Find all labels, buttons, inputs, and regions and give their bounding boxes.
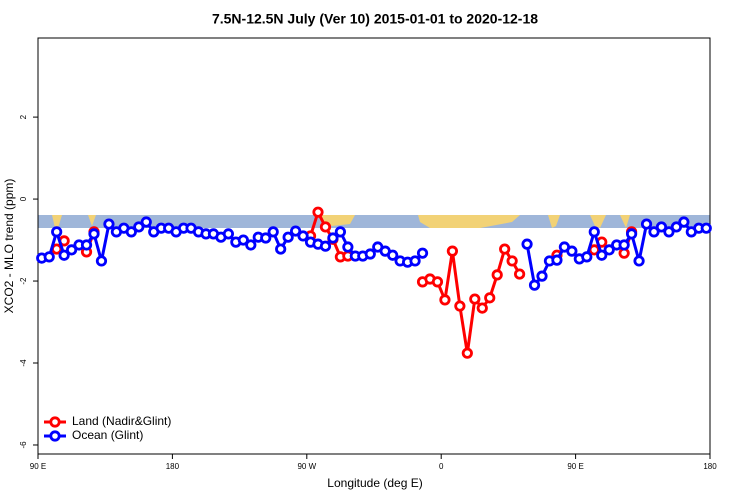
point — [364, 248, 376, 260]
x-tick-label: 0 — [439, 462, 444, 471]
point — [454, 300, 466, 312]
point — [625, 228, 638, 240]
point — [387, 249, 399, 261]
point — [663, 226, 675, 238]
x-tick-label: 180 — [166, 462, 180, 471]
point — [125, 226, 137, 238]
point — [618, 239, 630, 251]
plot-frame — [37, 37, 711, 455]
point — [80, 239, 93, 251]
point — [640, 218, 653, 230]
point — [431, 276, 444, 288]
point — [491, 269, 503, 281]
point — [506, 255, 518, 267]
point — [260, 232, 272, 244]
legend-marker — [49, 416, 61, 428]
point — [66, 244, 78, 256]
point — [678, 216, 690, 228]
point — [103, 218, 115, 230]
y-tick-label: 0 — [19, 196, 28, 201]
point — [312, 206, 324, 218]
x-axis-label: Longitude (deg E) — [327, 476, 422, 490]
y-tick-label: -4 — [19, 359, 28, 367]
ocean-strip — [38, 215, 710, 228]
point — [222, 228, 234, 240]
point — [521, 238, 533, 250]
point — [461, 347, 473, 359]
point — [528, 279, 541, 291]
point — [245, 239, 257, 251]
point — [416, 247, 429, 259]
point — [551, 254, 563, 266]
point — [633, 255, 645, 267]
point — [58, 249, 70, 261]
point — [603, 244, 615, 256]
point — [476, 302, 488, 314]
point — [297, 230, 309, 242]
point — [43, 251, 55, 263]
chart-title: 7.5N-12.5N July (Ver 10) 2015-01-01 to 2… — [212, 11, 538, 27]
point — [133, 221, 145, 233]
point — [51, 226, 63, 238]
y-tick-label: -2 — [19, 277, 28, 285]
map-strip — [38, 215, 710, 228]
y-tick-label: 2 — [19, 114, 28, 119]
point — [439, 294, 451, 306]
point — [334, 226, 346, 238]
point — [536, 270, 548, 282]
point — [275, 243, 287, 255]
point — [596, 249, 608, 261]
point — [700, 222, 712, 234]
point — [237, 234, 249, 246]
point — [327, 232, 339, 244]
point — [409, 255, 421, 267]
x-tick-label: 90 E — [567, 462, 583, 471]
point — [581, 251, 593, 263]
point — [267, 226, 279, 238]
point — [342, 241, 354, 253]
point — [655, 221, 668, 233]
point — [588, 226, 600, 238]
point — [319, 240, 332, 252]
point — [513, 268, 526, 280]
point — [469, 293, 481, 305]
x-tick-label: 180 — [703, 462, 717, 471]
legend-marker — [49, 430, 61, 442]
point — [319, 221, 332, 233]
point — [499, 243, 511, 255]
y-axis-label: XCO2 - MLO trend (ppm) — [2, 179, 16, 314]
legend-label: Land (Nadir&Glint) — [72, 414, 171, 428]
point — [140, 216, 152, 228]
point — [446, 245, 458, 257]
x-tick-label: 90 E — [30, 462, 46, 471]
legend-label: Ocean (Glint) — [72, 428, 143, 442]
x-tick-label: 90 W — [297, 462, 316, 471]
point — [566, 245, 578, 257]
point — [282, 231, 294, 243]
point — [648, 226, 660, 238]
point — [289, 225, 302, 237]
point — [95, 255, 108, 267]
point — [88, 228, 100, 240]
point — [484, 292, 496, 304]
point — [670, 221, 683, 233]
land-strip — [52, 215, 630, 228]
y-tick-label: -6 — [19, 441, 28, 449]
